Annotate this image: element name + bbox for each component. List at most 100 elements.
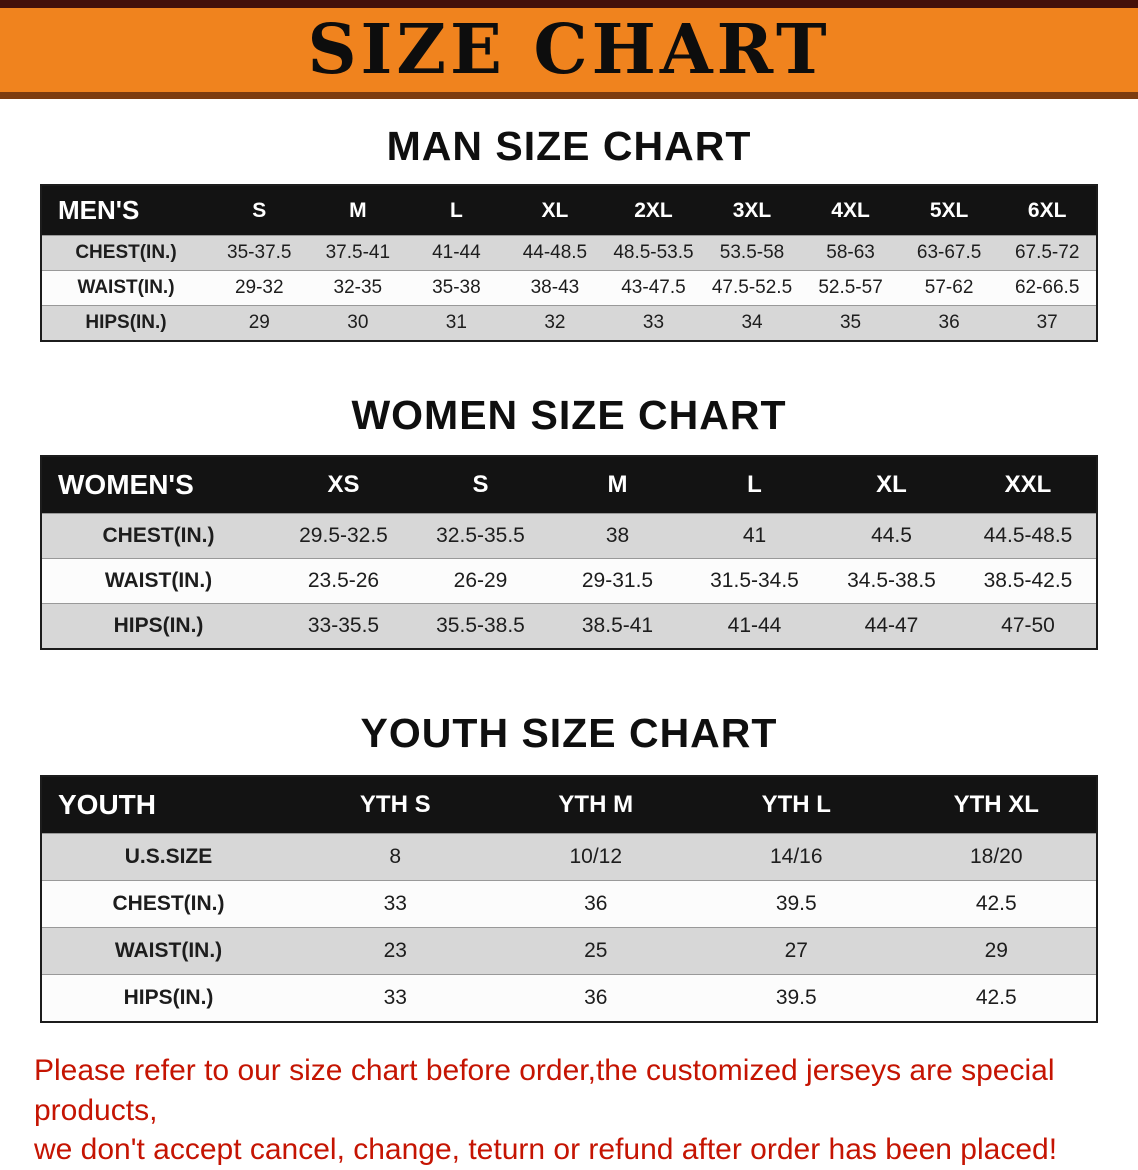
women-row-label: CHEST(IN.) [41, 513, 275, 559]
women-table-row: WAIST(IN.) 23.5-26 26-29 29-31.5 31.5-34.5 34… [41, 558, 1097, 604]
women-value-cell: 41-44 [686, 603, 823, 649]
men-size-header: L [407, 185, 506, 236]
youth-value-cell: 42.5 [896, 880, 1097, 928]
men-row-label: CHEST(IN.) [41, 235, 210, 271]
youth-value-cell: 8 [295, 833, 496, 881]
women-row-label: HIPS(IN.) [41, 603, 275, 649]
women-value-cell: 44.5-48.5 [960, 513, 1097, 559]
youth-value-cell: 36 [495, 880, 696, 928]
youth-size-table: YOUTH YTH S YTH M YTH L YTH XL U.S.SIZE 8 10/12… [40, 775, 1098, 1023]
banner: SIZE CHART [0, 0, 1138, 99]
disclaimer: Please refer to our size chart before or… [34, 1051, 1104, 1170]
women-size-header: L [686, 456, 823, 514]
women-value-cell: 44-47 [823, 603, 960, 649]
disclaimer-line-2: we don't accept cancel, change, teturn o… [34, 1133, 1058, 1167]
youth-value-cell: 39.5 [696, 974, 897, 1022]
men-value-cell: 34 [702, 305, 802, 341]
youth-row-label: WAIST(IN.) [41, 927, 295, 975]
youth-row-label: CHEST(IN.) [41, 880, 295, 928]
page-title: SIZE CHART [307, 10, 831, 90]
women-section: WOMEN SIZE CHART WOMEN'S XS S M L XL XXL CHEST(… [0, 392, 1138, 650]
youth-section-heading: YOUTH SIZE CHART [360, 710, 778, 756]
men-size-header: 3XL [702, 185, 802, 236]
youth-value-cell: 25 [495, 927, 696, 975]
women-size-header: XL [823, 456, 960, 514]
women-value-cell: 23.5-26 [275, 558, 412, 604]
women-value-cell: 26-29 [412, 558, 549, 604]
youth-size-header: YTH M [495, 776, 696, 834]
men-value-cell: 53.5-58 [702, 235, 802, 271]
men-size-header: XL [505, 185, 605, 236]
men-value-cell: 48.5-53.5 [604, 235, 703, 271]
women-value-cell: 38 [549, 513, 686, 559]
men-value-cell: 35 [801, 305, 900, 341]
men-section-heading: MAN SIZE CHART [386, 123, 752, 169]
women-header-row: WOMEN'S XS S M L XL XXL [41, 456, 1097, 514]
men-value-cell: 37 [998, 305, 1097, 341]
men-section: MAN SIZE CHART MEN'S S M L XL 2XL 3XL 4XL 5XL 6XL… [0, 123, 1138, 342]
men-size-header: 6XL [998, 185, 1097, 236]
youth-value-cell: 39.5 [696, 880, 897, 928]
men-value-cell: 58-63 [801, 235, 900, 271]
men-size-header: 5XL [899, 185, 999, 236]
men-value-cell: 36 [899, 305, 999, 341]
men-value-cell: 30 [308, 305, 408, 341]
men-value-cell: 52.5-57 [801, 270, 900, 306]
men-value-cell: 41-44 [407, 235, 506, 271]
youth-table-row: HIPS(IN.) 33 36 39.5 42.5 [41, 974, 1097, 1022]
men-value-cell: 29 [210, 305, 309, 341]
women-size-table: WOMEN'S XS S M L XL XXL CHEST(IN.) 29.5-32.5 32.5… [40, 455, 1098, 650]
women-table-row: CHEST(IN.) 29.5-32.5 32.5-35.5 38 41 44.5 44.5… [41, 513, 1097, 559]
men-value-cell: 38-43 [505, 270, 605, 306]
women-value-cell: 38.5-41 [549, 603, 686, 649]
men-size-header: M [308, 185, 408, 236]
men-value-cell: 32-35 [308, 270, 408, 306]
youth-section: YOUTH SIZE CHART YOUTH YTH S YTH M YTH L YTH… [0, 710, 1138, 1023]
women-value-cell: 38.5-42.5 [960, 558, 1097, 604]
women-table-row: HIPS(IN.) 33-35.5 35.5-38.5 38.5-41 41-44 44-… [41, 603, 1097, 649]
youth-size-header: YTH XL [896, 776, 1097, 834]
men-value-cell: 37.5-41 [308, 235, 408, 271]
men-value-cell: 62-66.5 [998, 270, 1097, 306]
women-value-cell: 31.5-34.5 [686, 558, 823, 604]
youth-value-cell: 36 [495, 974, 696, 1022]
youth-value-cell: 23 [295, 927, 496, 975]
men-table-row: WAIST(IN.) 29-32 32-35 35-38 38-43 43-47.5 47.… [41, 270, 1097, 306]
women-size-header: S [412, 456, 549, 514]
youth-size-header: YTH S [295, 776, 496, 834]
youth-value-cell: 42.5 [896, 974, 1097, 1022]
youth-size-header: YTH L [696, 776, 897, 834]
men-table-row: CHEST(IN.) 35-37.5 37.5-41 41-44 44-48.5 48.5… [41, 235, 1097, 271]
men-size-header: 2XL [604, 185, 703, 236]
youth-table-row: U.S.SIZE 8 10/12 14/16 18/20 [41, 833, 1097, 881]
women-row-label: WAIST(IN.) [41, 558, 275, 604]
youth-row-label: U.S.SIZE [41, 833, 295, 881]
men-value-cell: 33 [604, 305, 703, 341]
men-value-cell: 63-67.5 [899, 235, 999, 271]
women-value-cell: 44.5 [823, 513, 960, 559]
men-size-header: S [210, 185, 309, 236]
men-value-cell: 32 [505, 305, 605, 341]
women-table-title: WOMEN'S [41, 456, 275, 514]
men-size-header: 4XL [801, 185, 900, 236]
men-table-title: MEN'S [41, 185, 210, 236]
men-value-cell: 44-48.5 [505, 235, 605, 271]
men-value-cell: 57-62 [899, 270, 999, 306]
women-value-cell: 29-31.5 [549, 558, 686, 604]
youth-value-cell: 29 [896, 927, 1097, 975]
men-row-label: HIPS(IN.) [41, 305, 210, 341]
youth-table-row: WAIST(IN.) 23 25 27 29 [41, 927, 1097, 975]
women-value-cell: 33-35.5 [275, 603, 412, 649]
women-value-cell: 47-50 [960, 603, 1097, 649]
youth-value-cell: 27 [696, 927, 897, 975]
women-size-header: XXL [960, 456, 1097, 514]
men-value-cell: 35-37.5 [210, 235, 309, 271]
women-value-cell: 34.5-38.5 [823, 558, 960, 604]
men-value-cell: 29-32 [210, 270, 309, 306]
men-value-cell: 31 [407, 305, 506, 341]
men-value-cell: 47.5-52.5 [702, 270, 802, 306]
youth-row-label: HIPS(IN.) [41, 974, 295, 1022]
men-table-row: HIPS(IN.) 29 30 31 32 33 34 35 36 37 [41, 305, 1097, 341]
disclaimer-line-1: Please refer to our size chart before or… [34, 1054, 1055, 1127]
women-value-cell: 35.5-38.5 [412, 603, 549, 649]
